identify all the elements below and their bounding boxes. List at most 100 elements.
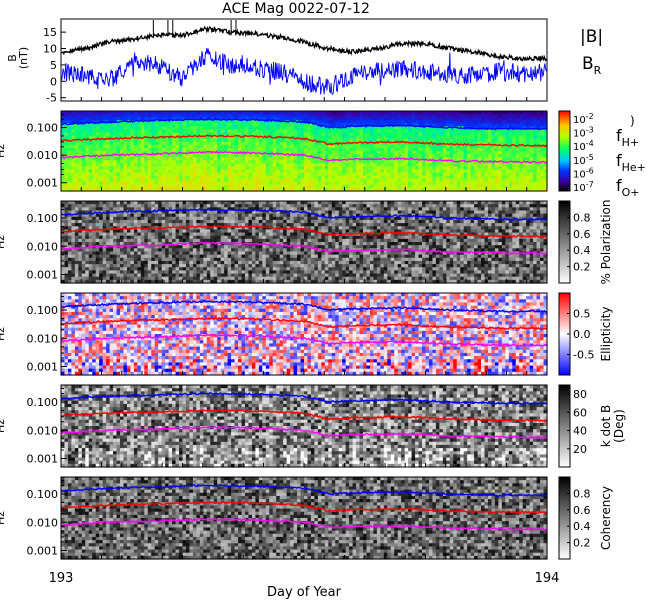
y-tick-label: 5 [50, 59, 57, 72]
spectrogram-cell [161, 166, 166, 171]
spectrogram-cell [140, 169, 145, 174]
spectrogram-cell [199, 123, 204, 127]
spectrogram-cell [234, 172, 239, 177]
spectrogram-cell [67, 123, 73, 127]
spectrogram-cell [217, 154, 222, 158]
spectrogram-cell [185, 114, 191, 118]
spectrogram-cell [71, 169, 76, 174]
spectrogram-cell [116, 169, 121, 174]
spectrogram-cell [172, 126, 177, 131]
spectrogram-cell [196, 129, 201, 134]
spectrogram-cell [161, 154, 166, 158]
spectrogram-cell [158, 163, 163, 167]
spectrogram-cell [81, 169, 86, 174]
spectrogram-cell [231, 172, 236, 177]
spectrogram-cell [120, 129, 125, 134]
spectrogram-cell [106, 117, 111, 121]
spectrogram-cell [102, 166, 107, 171]
spectrogram-cell [210, 126, 215, 131]
spectrogram-cell [168, 181, 173, 186]
spectrogram-cell [67, 178, 73, 183]
spectrogram-cell [133, 154, 138, 158]
spectrogram-cell [244, 175, 250, 180]
spectrogram-cell [61, 151, 66, 155]
spectrogram-cell [175, 135, 180, 140]
spectrogram-cell [238, 126, 243, 131]
spectrogram-cell [213, 123, 218, 127]
spectrogram-cell [95, 178, 100, 183]
spectrogram-cell [238, 163, 243, 167]
spectrogram-cell [130, 117, 135, 121]
spectrogram-cell [154, 172, 159, 177]
spectrogram-cell [126, 138, 132, 143]
spectrogram-cell [64, 117, 69, 121]
spectrogram-cell [81, 123, 86, 127]
spectrogram-cell [179, 172, 184, 177]
spectrogram-cell [116, 129, 121, 134]
spectrogram-cell [88, 144, 93, 149]
spectrogram-cell [130, 132, 135, 137]
spectrogram-cell [203, 163, 208, 167]
spectrogram-cell [113, 123, 118, 127]
y-tick-label: 0.100 [27, 122, 59, 135]
spectrogram-cell [88, 111, 93, 115]
spectrogram-cell [144, 144, 149, 149]
spectrogram-cell [227, 126, 232, 131]
spectrogram-cell [106, 169, 111, 174]
spectrogram-cell [192, 172, 197, 177]
spectrogram-cell [99, 184, 104, 189]
spectrogram-cell [67, 169, 73, 174]
spectrogram-cell [140, 147, 145, 152]
spectrogram-cell [137, 144, 142, 149]
spectrogram-cell [213, 138, 218, 143]
spectrogram-cell [238, 187, 243, 192]
spectrogram-cell [137, 166, 142, 171]
spectrogram-cell [241, 166, 246, 171]
spectrogram-cell [231, 166, 236, 171]
spectrogram-cell [116, 117, 121, 121]
spectrogram-cell [81, 138, 86, 143]
spectrogram-cell [78, 178, 83, 183]
spectrogram-cell [192, 175, 197, 180]
spectrogram-cell [161, 129, 166, 134]
spectrogram-cell [189, 144, 194, 149]
spectrogram-cell [165, 181, 170, 186]
spectrogram-cell [78, 181, 83, 186]
spectrogram-cell [165, 172, 170, 177]
spectrogram-cell [192, 126, 197, 131]
spectrogram-cell [99, 126, 104, 131]
power-panel: 0.0010.0100.100Hz10-210-310-410-510-610-… [0, 110, 635, 194]
spectrogram-cell [189, 154, 194, 158]
spectrogram-cell [123, 147, 128, 152]
spectrogram-cell [120, 163, 125, 167]
spectrogram-cell [147, 132, 152, 137]
spectrogram-cell [74, 181, 79, 186]
spectrogram-cell [123, 172, 128, 177]
spectrogram-cell [203, 157, 208, 161]
spectrogram-cell [74, 129, 79, 134]
spectrogram-cell [92, 172, 97, 177]
spectrogram-cell [238, 178, 243, 183]
spectrogram-cell [126, 126, 132, 131]
spectrogram-cell [203, 114, 208, 118]
spectrogram-cell [158, 151, 163, 155]
spectrogram-cell [210, 129, 215, 134]
spectrogram-cell [67, 172, 73, 177]
spectrogram-cell [210, 175, 215, 180]
spectrogram-cell [175, 172, 180, 177]
spectrogram-cell [85, 172, 90, 177]
spectrogram-cell [120, 157, 125, 161]
spectrogram-cell [85, 160, 90, 164]
spectrogram-cell [144, 123, 149, 127]
spectrogram-cell [116, 144, 121, 149]
spectrogram-cell [106, 187, 111, 192]
spectrogram-cell [99, 144, 104, 149]
spectrogram-cell [140, 144, 145, 149]
spectrogram-cell [71, 157, 76, 161]
spectrogram-cell [92, 187, 97, 192]
spectrogram-cell [154, 141, 159, 146]
spectrogram-cell [241, 154, 246, 158]
spectrogram-cell [182, 169, 187, 174]
spectrogram-cell [196, 135, 201, 140]
